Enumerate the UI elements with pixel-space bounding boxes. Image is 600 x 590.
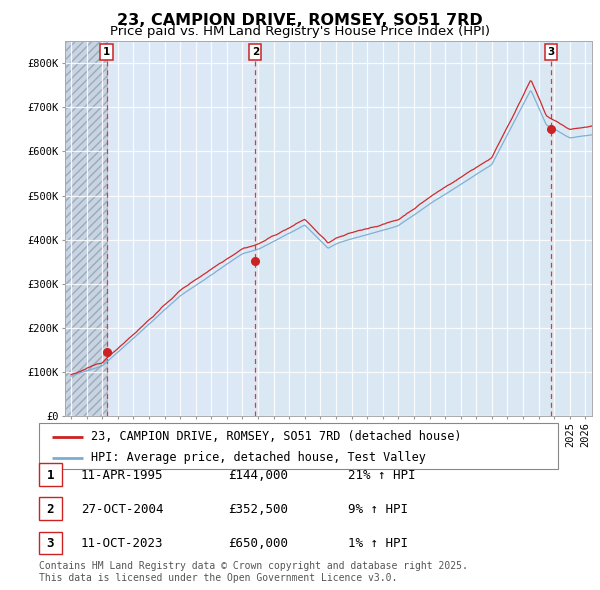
Bar — [65, 41, 107, 416]
Text: 1: 1 — [103, 47, 110, 57]
Text: 11-OCT-2023: 11-OCT-2023 — [81, 537, 163, 550]
FancyBboxPatch shape — [39, 423, 558, 469]
Text: Contains HM Land Registry data © Crown copyright and database right 2025.
This d: Contains HM Land Registry data © Crown c… — [39, 561, 468, 583]
Text: Price paid vs. HM Land Registry's House Price Index (HPI): Price paid vs. HM Land Registry's House … — [110, 25, 490, 38]
Text: £144,000: £144,000 — [228, 468, 288, 482]
Text: 1% ↑ HPI: 1% ↑ HPI — [348, 537, 408, 550]
Text: 3: 3 — [47, 537, 54, 550]
Text: 9% ↑ HPI: 9% ↑ HPI — [348, 503, 408, 516]
Text: HPI: Average price, detached house, Test Valley: HPI: Average price, detached house, Test… — [91, 451, 426, 464]
Text: 21% ↑ HPI: 21% ↑ HPI — [348, 468, 415, 482]
Text: 2: 2 — [251, 47, 259, 57]
Text: £650,000: £650,000 — [228, 537, 288, 550]
Text: 3: 3 — [547, 47, 554, 57]
Bar — [255, 41, 592, 416]
Text: £352,500: £352,500 — [228, 503, 288, 516]
Text: 27-OCT-2004: 27-OCT-2004 — [81, 503, 163, 516]
Text: 2: 2 — [47, 503, 54, 516]
Text: 11-APR-1995: 11-APR-1995 — [81, 468, 163, 482]
Text: 1: 1 — [47, 468, 54, 482]
Text: 23, CAMPION DRIVE, ROMSEY, SO51 7RD (detached house): 23, CAMPION DRIVE, ROMSEY, SO51 7RD (det… — [91, 430, 461, 443]
Text: 23, CAMPION DRIVE, ROMSEY, SO51 7RD: 23, CAMPION DRIVE, ROMSEY, SO51 7RD — [117, 13, 483, 28]
